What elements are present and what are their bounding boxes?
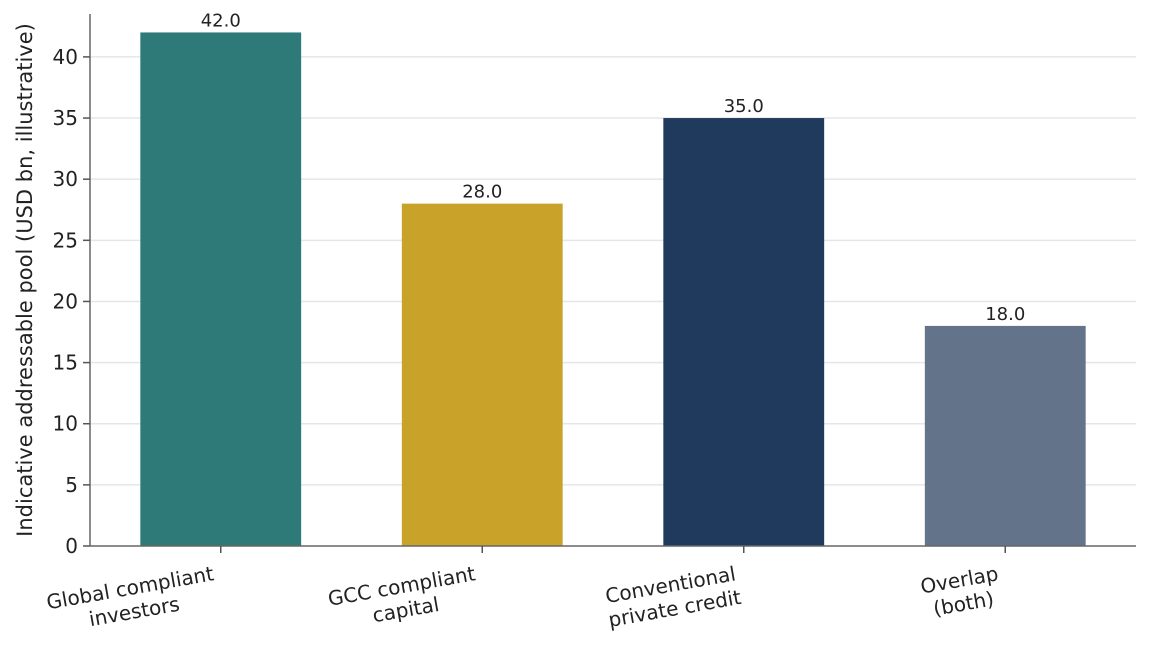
- x-tick-label: Overlap(both): [919, 561, 1001, 620]
- y-ticks: 0 5 10 15 20 25 30 35 40: [53, 45, 90, 558]
- bar: [140, 32, 302, 547]
- y-tick-label: 30: [53, 167, 78, 191]
- data-label: 18.0: [985, 304, 1025, 325]
- y-axis-title: Indicative addressable pool (USD bn, ill…: [13, 23, 37, 537]
- y-tick-label: 25: [53, 228, 78, 252]
- y-tick-label: 40: [53, 45, 78, 69]
- y-tick-label: 15: [53, 351, 78, 375]
- data-labels: 42.0 28.0 35.0 18.0: [201, 10, 1026, 324]
- bar: [401, 203, 563, 547]
- bar: [663, 118, 825, 546]
- bars: [140, 32, 1086, 547]
- y-tick-label: 10: [53, 412, 78, 436]
- y-tick-label: 35: [53, 106, 78, 130]
- y-tick-label: 0: [65, 534, 78, 558]
- bar: [924, 325, 1086, 546]
- y-tick-label: 20: [53, 289, 78, 313]
- y-tick-label: 5: [65, 473, 78, 497]
- data-label: 35.0: [724, 96, 764, 117]
- data-label: 42.0: [201, 10, 241, 31]
- axes: [89, 14, 1136, 547]
- data-label: 28.0: [462, 182, 502, 203]
